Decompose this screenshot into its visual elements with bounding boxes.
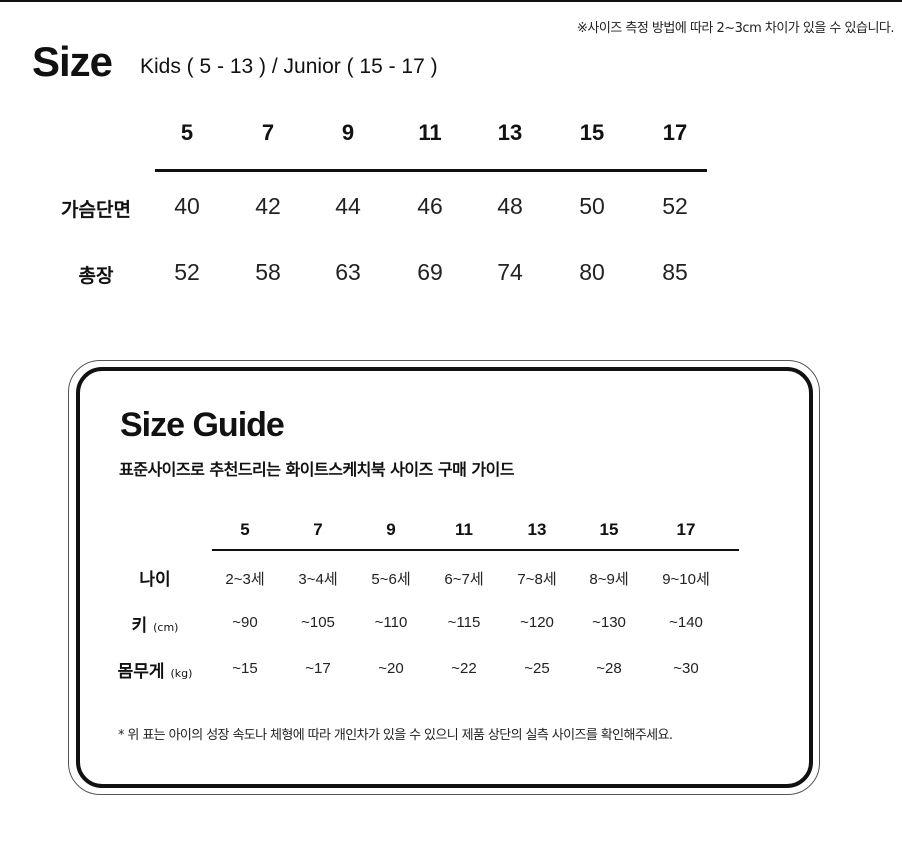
size-header: 9 <box>341 120 355 145</box>
size-guide-note: * 위 표는 아이의 성장 속도나 체형에 따라 개인차가 있을 수 있으니 제… <box>118 728 673 743</box>
size-header: 13 <box>497 120 523 145</box>
row-label: 총장 <box>78 265 114 287</box>
size-header: 17 <box>662 120 688 145</box>
guide-table-cell: 2~3세 <box>225 571 265 588</box>
guide-row-unit: (kg) <box>170 667 193 680</box>
guide-table-cell: ~22 <box>451 660 477 677</box>
table-cell: 63 <box>335 259 361 285</box>
size-header: 5 <box>180 120 194 145</box>
size-guide-title: Size Guide <box>120 406 285 444</box>
guide-size-header: 9 <box>386 520 396 539</box>
guide-table-cell: 6~7세 <box>444 571 484 588</box>
size-header: 7 <box>261 120 275 145</box>
guide-row-label-text: 몸무게 <box>117 662 165 682</box>
table-cell: 85 <box>662 259 688 285</box>
guide-table-cell: 7~8세 <box>517 571 557 588</box>
guide-table-cell: ~15 <box>232 660 258 677</box>
guide-row-label-text: 나이 <box>139 570 171 590</box>
table-cell: 44 <box>335 193 361 219</box>
measurement-notice: ※사이즈 측정 방법에 따라 2~3cm 차이가 있을 수 있습니다. <box>576 21 895 36</box>
size-header: 15 <box>579 120 605 145</box>
guide-size-header: 13 <box>527 520 547 539</box>
guide-table-cell: ~25 <box>524 660 550 677</box>
guide-table-cell: ~20 <box>378 660 404 677</box>
guide-size-header: 11 <box>455 520 473 539</box>
guide-table-cell: 3~4세 <box>298 571 338 588</box>
table-cell: 46 <box>417 193 443 219</box>
guide-row-label-text: 키 <box>131 616 148 636</box>
guide-size-header: 7 <box>313 520 323 539</box>
guide-table-cell: ~28 <box>596 660 622 677</box>
top-divider <box>0 0 902 2</box>
table-cell: 48 <box>497 193 523 219</box>
guide-table-cell: ~90 <box>232 614 258 631</box>
guide-size-header: 15 <box>599 520 619 539</box>
size-header: 11 <box>418 120 442 145</box>
size-subtitle: Kids ( 5 - 13 ) / Junior ( 15 - 17 ) <box>140 55 438 78</box>
guide-row-unit: (cm) <box>153 621 179 634</box>
size-table-divider <box>155 169 707 172</box>
table-cell: 74 <box>497 259 523 285</box>
guide-table-cell: ~115 <box>447 614 481 631</box>
guide-table-cell: ~130 <box>592 614 626 631</box>
guide-table-cell: ~105 <box>301 614 335 631</box>
guide-table-cell: ~110 <box>374 614 408 631</box>
guide-table-cell: ~140 <box>669 614 703 631</box>
guide-table-cell: ~17 <box>305 660 331 677</box>
guide-table-cell: ~120 <box>520 614 554 631</box>
table-cell: 52 <box>174 259 200 285</box>
guide-table-cell: 5~6세 <box>371 571 411 588</box>
table-cell: 58 <box>255 259 281 285</box>
guide-size-header: 5 <box>240 520 250 539</box>
guide-row-label: 나이 <box>139 565 170 590</box>
row-label: 가슴단면 <box>61 199 131 221</box>
table-cell: 69 <box>417 259 443 285</box>
guide-table-cell: 9~10세 <box>662 571 710 588</box>
table-cell: 52 <box>662 193 688 219</box>
guide-row-label: 몸무게 (kg) <box>118 657 193 682</box>
table-cell: 42 <box>255 193 281 219</box>
size-title: Size <box>32 38 113 85</box>
table-cell: 50 <box>579 193 605 219</box>
size-guide-subtitle: 표준사이즈로 추천드리는 화이트스케치북 사이즈 구매 가이드 <box>119 460 515 479</box>
size-guide-box-outer-border <box>68 360 820 795</box>
guide-row-label: 키 (cm) <box>132 611 179 636</box>
size-guide-table-divider <box>212 549 739 551</box>
guide-table-cell: ~30 <box>673 660 699 677</box>
guide-size-header: 17 <box>676 520 696 539</box>
guide-table-cell: 8~9세 <box>589 571 629 588</box>
table-cell: 40 <box>174 193 200 219</box>
table-cell: 80 <box>579 259 605 285</box>
size-guide-box <box>76 367 813 788</box>
